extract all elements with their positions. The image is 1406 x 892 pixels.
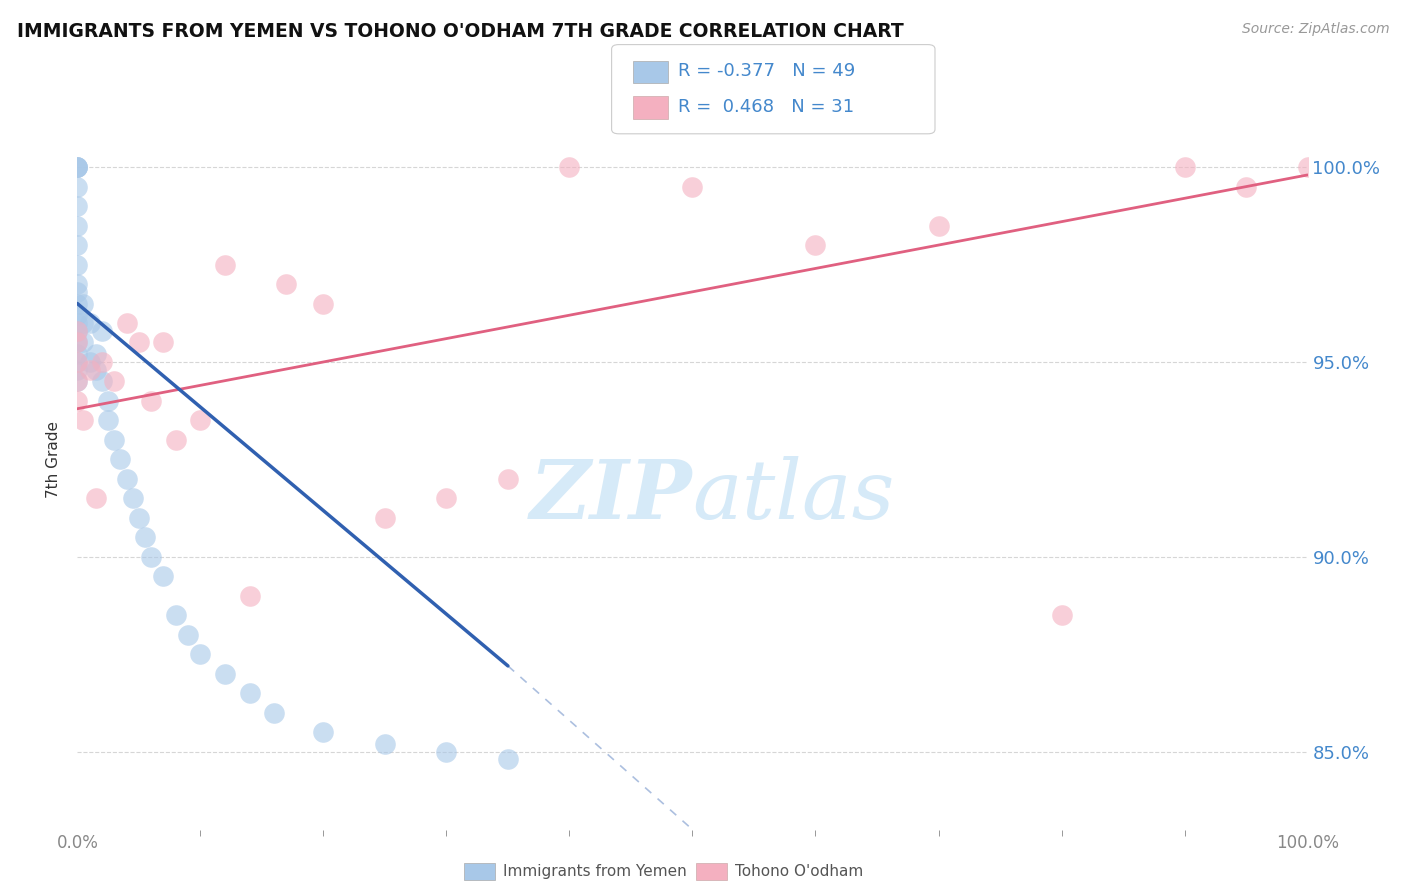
Point — [84, 363, 107, 377]
Point — [436, 491, 458, 506]
Point — [214, 258, 236, 272]
Point — [66, 179, 89, 194]
Point — [90, 355, 114, 369]
Point — [558, 160, 581, 174]
Point — [312, 725, 335, 739]
Point — [276, 277, 298, 291]
Point — [72, 335, 94, 350]
Point — [682, 179, 704, 194]
Y-axis label: 7th Grade: 7th Grade — [46, 421, 62, 498]
Point — [66, 393, 89, 408]
Point — [496, 472, 519, 486]
Point — [66, 160, 89, 174]
Point — [72, 413, 94, 427]
Text: R =  0.468   N = 31: R = 0.468 N = 31 — [678, 97, 853, 116]
Point — [66, 285, 89, 299]
Point — [66, 335, 89, 350]
Point — [84, 347, 107, 361]
Point — [141, 393, 163, 408]
Point — [110, 452, 132, 467]
Point — [97, 413, 120, 427]
Point — [66, 160, 89, 174]
Point — [79, 363, 101, 377]
Point — [152, 569, 174, 583]
Point — [66, 199, 89, 213]
Point — [1234, 179, 1257, 194]
Point — [66, 160, 89, 174]
Point — [66, 219, 89, 233]
Point — [66, 277, 89, 291]
Point — [128, 511, 150, 525]
Point — [66, 296, 89, 310]
Point — [115, 316, 138, 330]
Point — [1174, 160, 1197, 174]
Point — [66, 363, 89, 377]
Point — [72, 316, 94, 330]
Point — [263, 706, 285, 720]
Point — [1050, 608, 1073, 623]
Point — [66, 324, 89, 338]
Point — [928, 219, 950, 233]
Point — [804, 238, 827, 252]
Text: IMMIGRANTS FROM YEMEN VS TOHONO O'ODHAM 7TH GRADE CORRELATION CHART: IMMIGRANTS FROM YEMEN VS TOHONO O'ODHAM … — [17, 22, 904, 41]
Point — [165, 608, 187, 623]
Text: ZIP: ZIP — [530, 457, 693, 536]
Point — [79, 355, 101, 369]
Point — [66, 355, 89, 369]
Point — [374, 737, 396, 751]
Point — [97, 393, 120, 408]
Text: Immigrants from Yemen: Immigrants from Yemen — [503, 864, 688, 879]
Point — [312, 296, 335, 310]
Point — [66, 160, 89, 174]
Point — [66, 347, 89, 361]
Text: Tohono O'odham: Tohono O'odham — [735, 864, 863, 879]
Point — [134, 530, 156, 544]
Point — [66, 258, 89, 272]
Point — [66, 238, 89, 252]
Text: Source: ZipAtlas.com: Source: ZipAtlas.com — [1241, 22, 1389, 37]
Point — [66, 308, 89, 322]
Point — [177, 628, 200, 642]
Point — [165, 433, 187, 447]
Point — [90, 324, 114, 338]
Point — [103, 433, 125, 447]
Point — [66, 335, 89, 350]
Point — [214, 666, 236, 681]
Point — [66, 375, 89, 389]
Point — [72, 296, 94, 310]
Point — [152, 335, 174, 350]
Point — [374, 511, 396, 525]
Point — [103, 375, 125, 389]
Point — [79, 316, 101, 330]
Point — [66, 375, 89, 389]
Point — [188, 647, 212, 661]
Point — [1296, 160, 1319, 174]
Text: atlas: atlas — [693, 457, 894, 536]
Point — [239, 686, 262, 700]
Point — [188, 413, 212, 427]
Point — [141, 549, 163, 564]
Point — [436, 745, 458, 759]
Point — [128, 335, 150, 350]
Point — [121, 491, 143, 506]
Point — [66, 324, 89, 338]
Point — [115, 472, 138, 486]
Point — [239, 589, 262, 603]
Point — [84, 491, 107, 506]
Point — [90, 375, 114, 389]
Point — [496, 752, 519, 766]
Point — [66, 355, 89, 369]
Text: R = -0.377   N = 49: R = -0.377 N = 49 — [678, 62, 855, 80]
Point — [66, 316, 89, 330]
